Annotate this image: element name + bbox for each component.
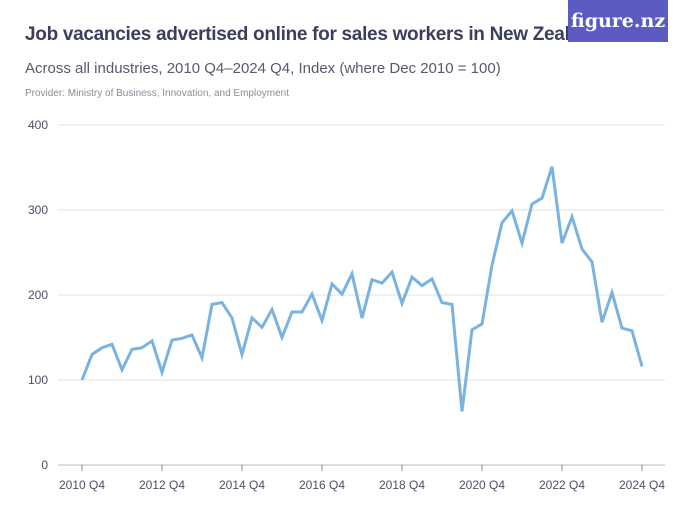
y-tick-label: 200 xyxy=(28,288,48,302)
x-tick-label: 2022 Q4 xyxy=(539,478,585,492)
y-tick-label: 0 xyxy=(41,458,48,472)
x-tick-label: 2012 Q4 xyxy=(139,478,185,492)
x-tick-label: 2010 Q4 xyxy=(59,478,105,492)
series-line xyxy=(80,166,644,412)
chart-title: Job vacancies advertised online for sale… xyxy=(25,24,603,45)
x-tick-label: 2018 Q4 xyxy=(379,478,425,492)
x-tick-label: 2024 Q4 xyxy=(619,478,665,492)
x-tick-label: 2014 Q4 xyxy=(219,478,265,492)
figure-nz-logo[interactable]: figure.nz xyxy=(568,0,668,42)
chart-subtitle: Across all industries, 2010 Q4–2024 Q4, … xyxy=(25,60,501,77)
provider-note: Provider: Ministry of Business, Innovati… xyxy=(25,88,290,99)
y-tick-label: 100 xyxy=(28,373,48,387)
y-tick-label: 300 xyxy=(28,203,48,217)
x-tick-label: 2020 Q4 xyxy=(459,478,505,492)
y-tick-label: 400 xyxy=(28,118,48,132)
x-tick-label: 2016 Q4 xyxy=(299,478,345,492)
